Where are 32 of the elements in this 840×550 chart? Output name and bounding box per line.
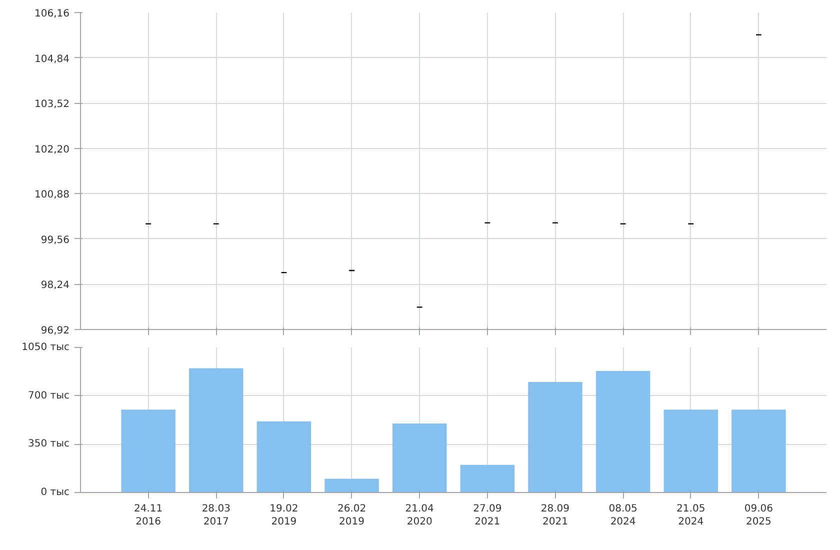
- bar: [528, 382, 582, 492]
- y-tick-label: 106,16: [34, 8, 70, 20]
- bar: [732, 410, 786, 492]
- x-tick-label: 21.04 2020: [405, 504, 434, 528]
- x-tick-label: 26.02 2019: [337, 504, 366, 528]
- x-tick-label: 27.09 2021: [473, 504, 502, 528]
- x-tick-label: 08.05 2024: [608, 504, 638, 528]
- bar: [392, 423, 447, 492]
- y-tick-label: 1050 тыс: [22, 342, 70, 353]
- x-tick-label: 28.03 2017: [202, 504, 230, 528]
- y-tick-label: 98,24: [40, 280, 70, 292]
- y-tick-label: 104,84: [34, 54, 70, 65]
- y-tick-label: 700 тыс: [28, 390, 70, 402]
- x-tick-label: 24.11 2016: [134, 504, 163, 528]
- bar: [324, 478, 379, 492]
- y-tick-label: 102,20: [34, 144, 70, 156]
- x-tick-label: 28.09 2021: [540, 504, 570, 528]
- bar: [460, 464, 515, 492]
- y-tick-label: 99,56: [40, 234, 70, 246]
- x-tick-label: 21.05 2024: [676, 504, 706, 528]
- y-tick-label: 103,52: [34, 99, 70, 110]
- bar: [189, 368, 244, 492]
- bar: [596, 370, 650, 492]
- y-tick-label: 100,88: [34, 190, 70, 201]
- bar: [664, 410, 718, 492]
- x-tick-label: 09.06 2025: [744, 504, 774, 528]
- bar: [121, 410, 176, 492]
- y-tick-label: 350 тыс: [28, 438, 70, 450]
- bar: [256, 421, 312, 492]
- x-tick-label: 19.02 2019: [270, 504, 298, 528]
- y-tick-label: 96,92: [40, 326, 70, 336]
- y-tick-label: 0 тыс: [40, 487, 70, 498]
